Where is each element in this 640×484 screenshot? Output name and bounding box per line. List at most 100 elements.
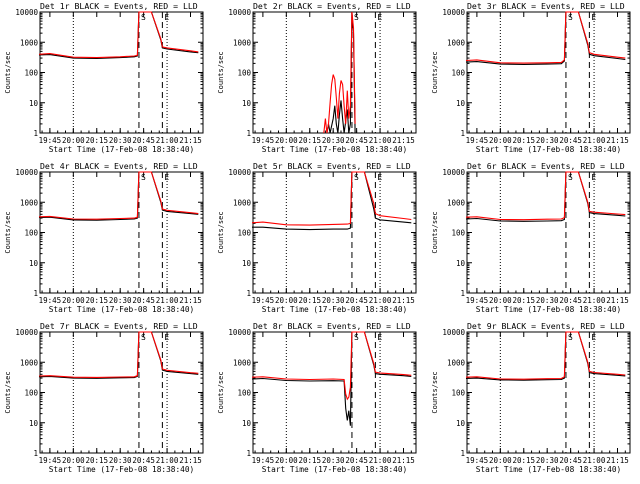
- x-tick-label: 20:45: [559, 296, 582, 305]
- y-tick-label: 1000: [447, 358, 466, 367]
- x-tick-label: 19:45: [39, 296, 62, 305]
- x-tick-label: 21:00: [369, 296, 392, 305]
- x-axis-label: Start Time (17-Feb-08 18:38:40): [262, 145, 408, 154]
- x-tick-label: 20:00: [489, 456, 512, 465]
- x-axis-label: Start Time (17-Feb-08 18:38:40): [476, 305, 622, 314]
- interval-marker-flag: S: [568, 173, 573, 182]
- y-axis-label: Counts/sec: [217, 51, 225, 93]
- y-tick-label: 1000: [233, 198, 252, 207]
- interval-marker-flag: S: [141, 13, 146, 22]
- x-tick-label: 21:00: [156, 136, 179, 145]
- x-tick-label: 21:00: [156, 456, 179, 465]
- y-tick-label: 1: [33, 129, 38, 138]
- y-tick-label: 10: [456, 419, 466, 428]
- x-tick-label: 20:45: [345, 456, 368, 465]
- y-axis-label: Counts/sec: [431, 211, 439, 253]
- panel-title: Det 1r BLACK = Events, RED = LLD: [40, 1, 198, 11]
- x-tick-label: 20:15: [298, 296, 321, 305]
- x-tick-label: 21:00: [583, 456, 606, 465]
- y-tick-label: 10: [242, 259, 252, 268]
- x-tick-label: 20:00: [275, 456, 298, 465]
- x-tick-label: 19:45: [252, 456, 275, 465]
- x-tick-label: 20:00: [62, 296, 85, 305]
- x-axis-label: Start Time (17-Feb-08 18:38:40): [49, 305, 195, 314]
- x-tick-label: 20:45: [132, 456, 155, 465]
- y-tick-label: 10000: [15, 168, 38, 177]
- panel-title: Det 6r BLACK = Events, RED = LLD: [467, 161, 625, 171]
- plot-frame: [466, 331, 631, 454]
- y-tick-label: 10: [29, 99, 39, 108]
- interval-marker-flag: E: [164, 13, 169, 22]
- x-tick-label: 21:00: [156, 296, 179, 305]
- x-tick-label: 21:15: [179, 456, 202, 465]
- y-axis-label: Counts/sec: [4, 211, 12, 253]
- x-tick-label: 19:45: [466, 456, 489, 465]
- x-tick-label: 20:15: [512, 296, 535, 305]
- y-tick-label: 100: [451, 229, 465, 238]
- interval-marker-flag: S: [354, 173, 359, 182]
- interval-marker-flag: E: [377, 13, 382, 22]
- panel-title: Det 2r BLACK = Events, RED = LLD: [253, 1, 411, 11]
- events-series-line: [465, 171, 626, 222]
- interval-marker-flag: E: [591, 333, 596, 342]
- y-tick-label: 10: [29, 259, 39, 268]
- x-tick-label: 20:00: [275, 136, 298, 145]
- lld-series-line: [323, 11, 356, 134]
- x-tick-label: 20:45: [559, 136, 582, 145]
- y-tick-label: 100: [24, 229, 38, 238]
- y-tick-label: 10: [456, 259, 466, 268]
- x-tick-label: 20:30: [109, 136, 132, 145]
- y-axis-label: Counts/sec: [431, 51, 439, 93]
- x-tick-label: 20:00: [275, 296, 298, 305]
- x-tick-label: 19:45: [466, 296, 489, 305]
- events-series-line: [38, 11, 199, 60]
- interval-marker-flag: E: [377, 333, 382, 342]
- x-axis-label: Start Time (17-Feb-08 18:38:40): [262, 305, 408, 314]
- x-tick-label: 20:30: [536, 136, 559, 145]
- x-tick-label: 20:30: [322, 136, 345, 145]
- x-tick-label: 21:15: [606, 296, 629, 305]
- lld-series-line: [465, 11, 626, 64]
- y-tick-label: 100: [237, 229, 251, 238]
- y-tick-label: 10: [29, 419, 39, 428]
- panel-title: Det 3r BLACK = Events, RED = LLD: [467, 1, 625, 11]
- lld-series-line: [465, 331, 626, 380]
- lld-series-line: [38, 171, 199, 220]
- panel-title: Det 7r BLACK = Events, RED = LLD: [40, 321, 198, 331]
- x-tick-label: 21:15: [179, 136, 202, 145]
- plot-frame: [39, 11, 204, 134]
- y-tick-label: 1: [460, 449, 465, 458]
- interval-marker-flag: E: [377, 173, 382, 182]
- plot-frame: [39, 331, 204, 454]
- detector-panel-5: Det 5r BLACK = Events, RED = LLD 1 10 100 10…: [217, 161, 417, 314]
- y-tick-label: 1000: [20, 198, 39, 207]
- x-tick-label: 21:15: [392, 456, 415, 465]
- x-tick-label: 19:45: [466, 136, 489, 145]
- x-tick-label: 19:45: [252, 136, 275, 145]
- detector-panel-8: Det 8r BLACK = Events, RED = LLD 1 10 100 10…: [217, 321, 417, 474]
- y-tick-label: 100: [237, 69, 251, 78]
- lld-series-line: [465, 171, 626, 221]
- plot-frame: [466, 11, 631, 134]
- plot-frame: [466, 171, 631, 294]
- x-tick-label: 20:45: [345, 296, 368, 305]
- detector-panel-4: Det 4r BLACK = Events, RED = LLD 1 10 100 10…: [4, 161, 204, 314]
- y-tick-label: 1: [33, 289, 38, 298]
- y-axis-label: Counts/sec: [217, 211, 225, 253]
- interval-marker-flag: E: [164, 333, 169, 342]
- y-tick-label: 1000: [447, 198, 466, 207]
- events-series-line: [38, 171, 199, 221]
- y-tick-label: 1000: [20, 358, 39, 367]
- events-series-line: [252, 171, 412, 231]
- y-tick-label: 1: [33, 449, 38, 458]
- x-axis-label: Start Time (17-Feb-08 18:38:40): [262, 465, 408, 474]
- x-tick-label: 19:45: [252, 296, 275, 305]
- y-tick-label: 100: [451, 69, 465, 78]
- x-tick-label: 20:00: [62, 456, 85, 465]
- y-axis-label: Counts/sec: [431, 371, 439, 413]
- x-tick-label: 20:00: [62, 136, 85, 145]
- interval-marker-flag: E: [164, 173, 169, 182]
- x-tick-label: 21:00: [369, 136, 392, 145]
- y-tick-label: 100: [24, 69, 38, 78]
- lld-series-line: [38, 331, 199, 378]
